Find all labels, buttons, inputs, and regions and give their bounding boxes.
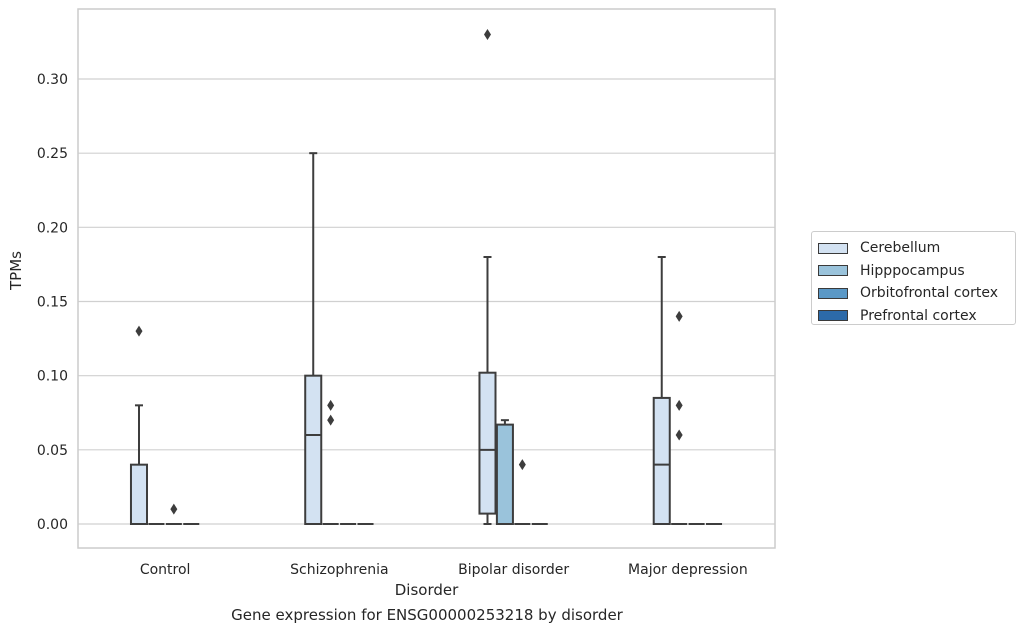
legend-item-hippocampus: Hipppocampus xyxy=(818,260,1009,283)
outlier-point xyxy=(135,325,143,337)
y-axis-label: TPMs xyxy=(7,251,25,291)
figure-caption: Gene expression for ENSG00000253218 by d… xyxy=(231,606,623,624)
y-tick-label: 0.15 xyxy=(37,295,68,311)
legend-label-prefrontal-cortex: Prefrontal cortex xyxy=(860,307,977,324)
box-1-0 xyxy=(304,152,323,525)
x-tick-label: Major depression xyxy=(628,562,748,578)
outlier-point xyxy=(327,414,335,426)
x-tick-label: Control xyxy=(140,562,191,578)
box-0-0 xyxy=(129,325,149,525)
y-tick-label: 0.20 xyxy=(37,220,68,236)
legend-swatch-orbitofrontal-cortex xyxy=(818,287,848,299)
outlier-point xyxy=(518,459,526,471)
box-2-0 xyxy=(478,29,497,525)
legend: Cerebellum Hipppocampus Orbitofrontal co… xyxy=(811,231,1016,325)
box-3-1 xyxy=(671,310,688,525)
box-2-2 xyxy=(514,459,531,525)
box-rect xyxy=(652,396,671,525)
outlier-point xyxy=(675,399,683,411)
box-1-1 xyxy=(322,399,339,525)
box-2-1 xyxy=(495,419,514,525)
outlier-point xyxy=(675,310,683,322)
plot-frame xyxy=(77,8,776,549)
outlier-point xyxy=(327,399,335,411)
x-tick-label: Bipolar disorder xyxy=(458,562,569,578)
x-axis-label: Disorder xyxy=(395,581,459,599)
y-tick-label: 0.25 xyxy=(37,146,68,162)
legend-swatch-hippocampus xyxy=(818,265,848,277)
legend-label-orbitofrontal-cortex: Orbitofrontal cortex xyxy=(860,285,998,302)
outlier-point xyxy=(483,29,491,40)
legend-label-hippocampus: Hipppocampus xyxy=(860,262,965,279)
box-0-2 xyxy=(165,503,182,525)
y-tick-label: 0.30 xyxy=(37,72,68,88)
legend-swatch-cerebellum xyxy=(818,242,848,254)
legend-item-prefrontal-cortex: Prefrontal cortex xyxy=(818,305,1009,328)
y-tick-label: 0.05 xyxy=(37,443,68,459)
box-rect xyxy=(129,463,149,525)
outlier-point xyxy=(675,429,683,441)
legend-item-orbitofrontal-cortex: Orbitofrontal cortex xyxy=(818,282,1009,305)
outlier-point xyxy=(170,503,178,515)
legend-item-cerebellum: Cerebellum xyxy=(818,237,1009,260)
box-rect xyxy=(478,371,497,515)
legend-swatch-prefrontal-cortex xyxy=(818,310,848,322)
box-rect xyxy=(495,423,514,525)
x-tick-label: Schizophrenia xyxy=(290,562,388,578)
box-3-0 xyxy=(652,256,671,525)
box-rect xyxy=(304,374,323,525)
y-tick-label: 0.10 xyxy=(37,369,68,385)
legend-label-cerebellum: Cerebellum xyxy=(860,240,941,257)
y-tick-label: 0.00 xyxy=(37,517,68,533)
